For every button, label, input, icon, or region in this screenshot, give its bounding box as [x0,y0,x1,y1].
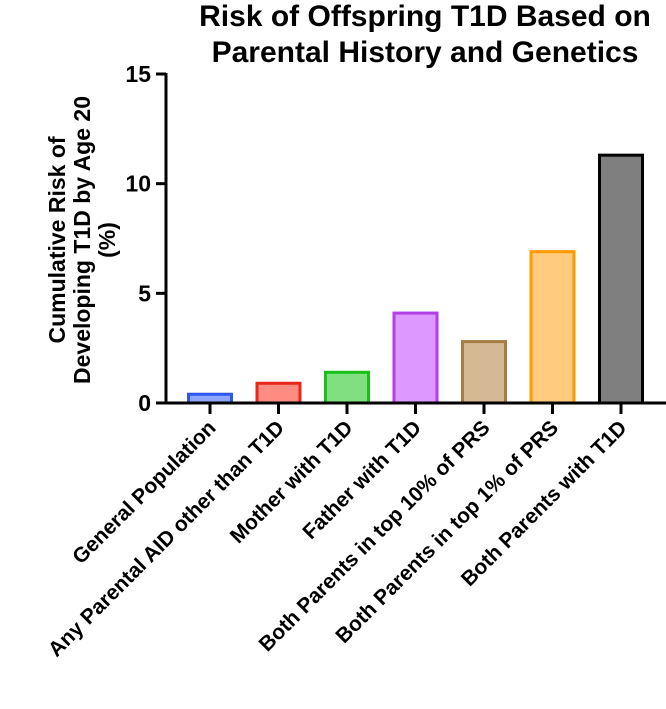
y-axis-label: Cumulative Risk of Developing T1D by Age… [44,96,120,384]
bar-6 [598,153,644,405]
bar-2 [324,370,370,405]
chart-title-line-2: Parental History and Genetics [212,36,639,69]
y-tick-label-3: 15 [125,61,151,87]
bar-1 [255,381,302,405]
chart-title-line-1: Risk of Offspring T1D Based on [199,0,651,33]
y-axis-label-line-2: Developing T1D by Age 20 [69,96,95,384]
bars-group [187,153,644,405]
y-axis-label-line-3: (%) [94,222,120,258]
y-tick-label-0: 0 [138,390,151,416]
y-tick-label-1: 5 [138,280,151,306]
x-tick-label-2: Mother with T1D [226,416,358,548]
y-tick-label-2: 10 [125,171,151,197]
y-axis: 0 5 10 15 [125,61,168,416]
bar-4 [461,340,507,405]
bar-3 [392,311,439,405]
bar-5 [529,250,576,405]
y-axis-label-line-1: Cumulative Risk of [44,136,70,343]
x-tick-label-3: Father with T1D [298,416,426,544]
